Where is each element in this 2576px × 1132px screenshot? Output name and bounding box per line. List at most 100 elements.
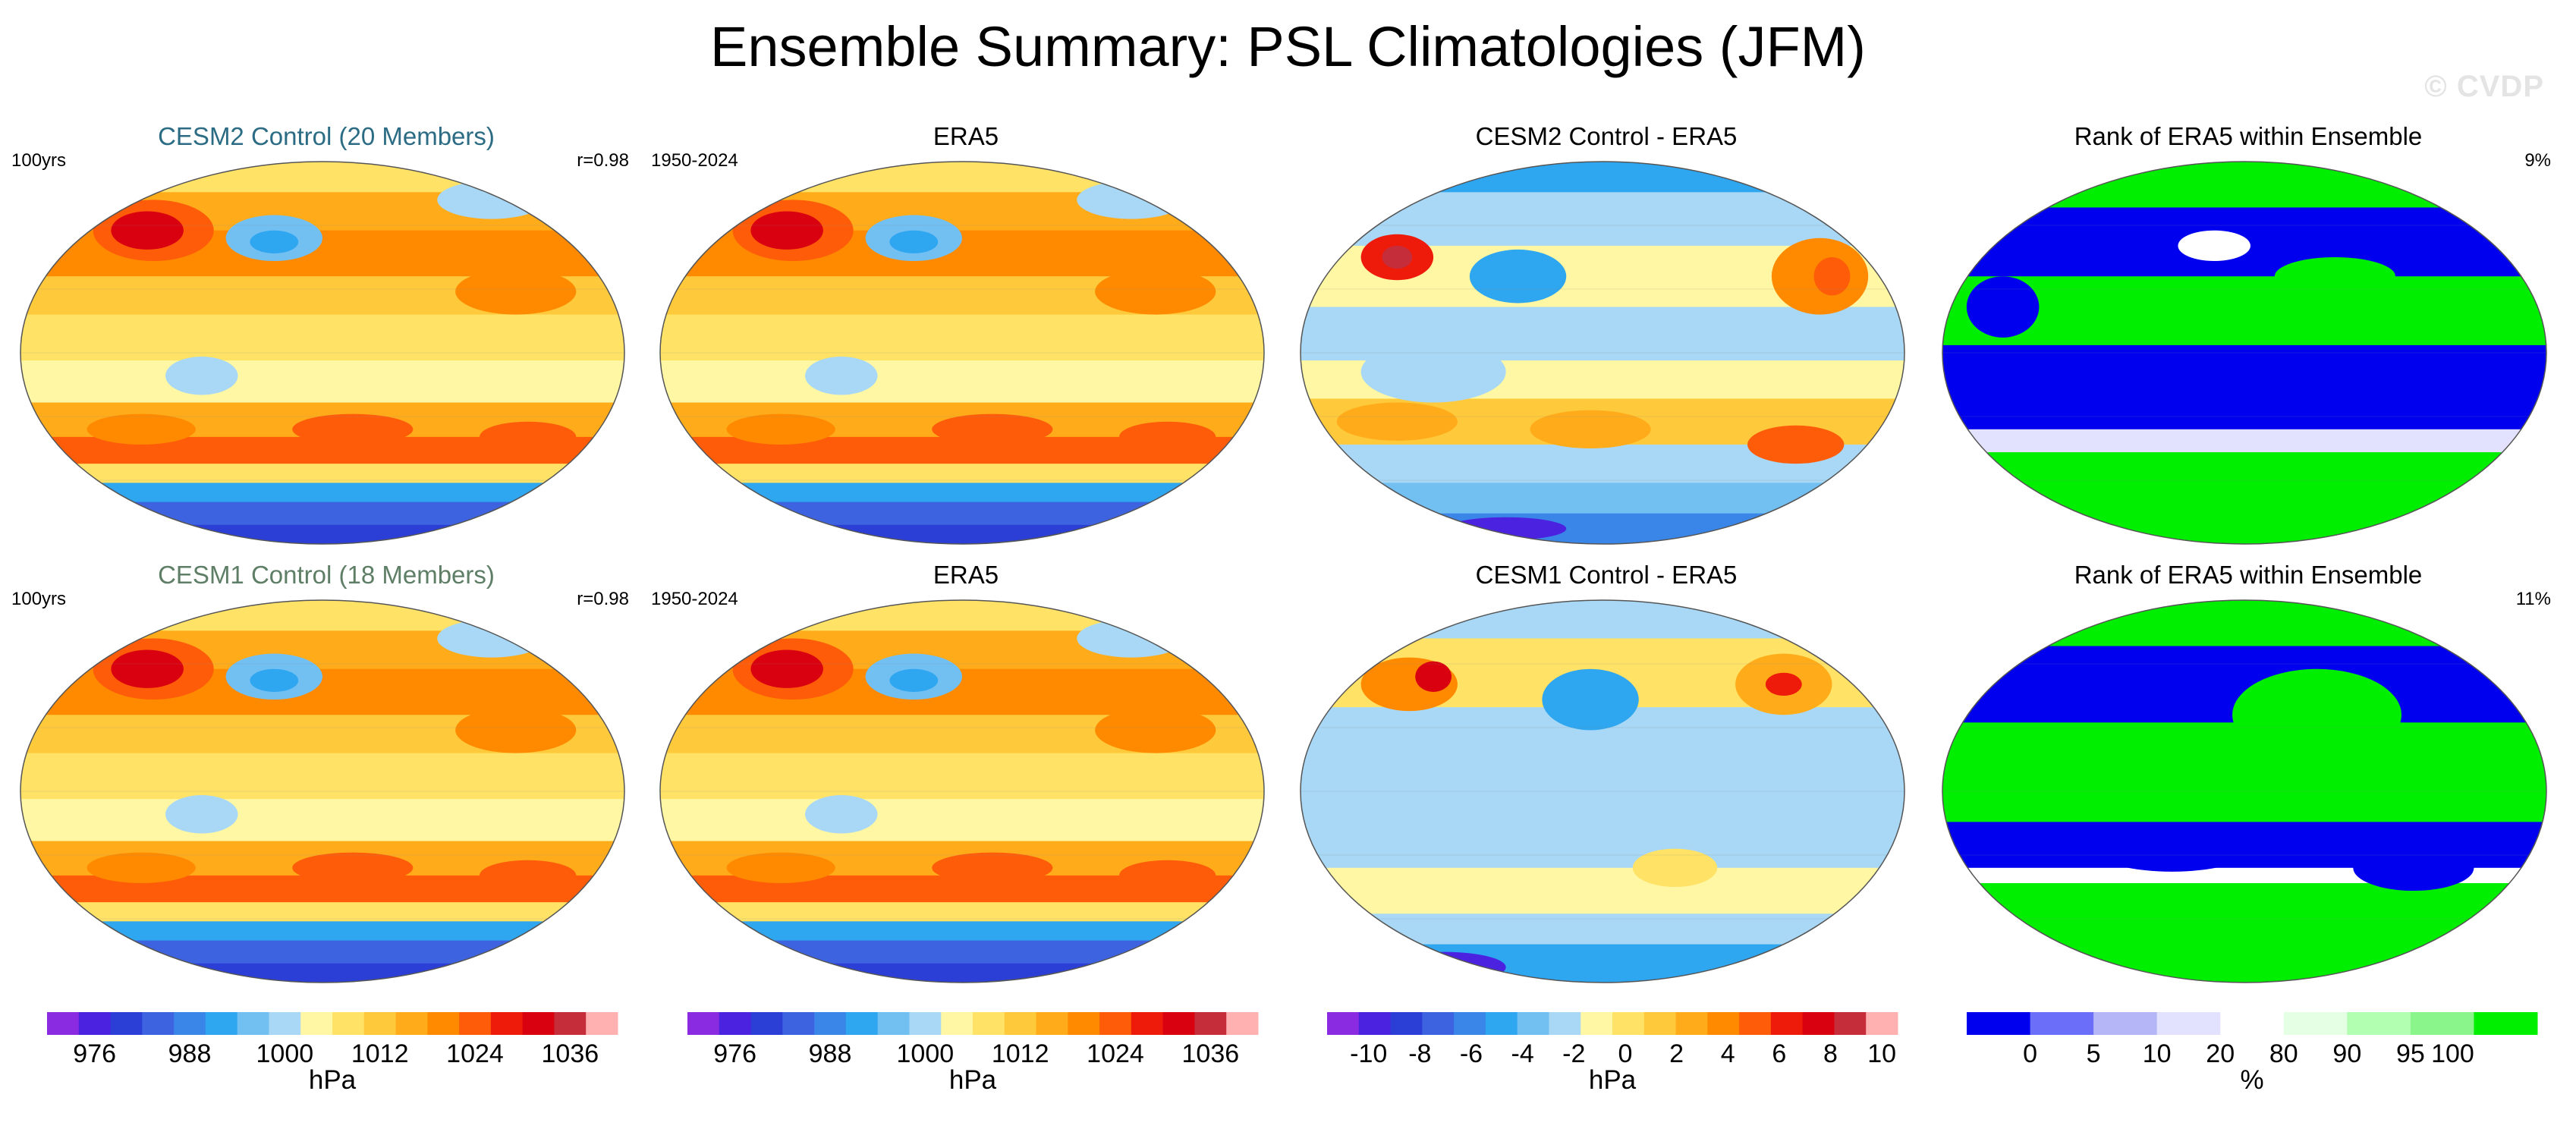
- map-outline: [1942, 599, 2547, 983]
- colorbar-swatch: [1802, 1012, 1835, 1035]
- colorbar-swatch: [269, 1012, 301, 1035]
- cvdp-watermark: © CVDP: [2424, 70, 2544, 103]
- pressure-feature: [1385, 951, 1506, 983]
- colorbar-scale: 976 988 1000 1012 1024 1036: [687, 1012, 1259, 1064]
- colorbar-swatch: [237, 1012, 269, 1035]
- panel-title: Rank of ERA5 within Ensemble: [2074, 561, 2423, 589]
- latitude-band: [1301, 513, 1904, 544]
- pressure-feature: [1966, 276, 2040, 338]
- pattern-correlation-label: r=0.98: [577, 150, 629, 171]
- rank-percent-label: 9%: [2524, 150, 2551, 171]
- pressure-feature: [2341, 222, 2511, 269]
- colorbar-swatch: [1770, 1012, 1804, 1035]
- pressure-feature: [455, 707, 577, 753]
- colorbar-psl-era5: 976 988 1000 1012 1024 1036 hPa: [684, 1011, 1261, 1132]
- pressure-feature: [165, 357, 238, 395]
- colorbar-scale: 0 5 10 20 80 90 95 100: [1967, 1012, 2538, 1064]
- map-outline: [20, 161, 625, 545]
- latitude-band: [660, 502, 1264, 526]
- latitude-band: [20, 902, 624, 923]
- pressure-feature: [889, 230, 939, 253]
- latitude-band: [1942, 344, 2546, 369]
- colorbar-swatch: [174, 1012, 206, 1035]
- rank-map: [1942, 599, 2547, 983]
- pressure-feature: [250, 668, 299, 692]
- colorbar-tick-label: 1036: [542, 1039, 599, 1064]
- map-outline: [1300, 599, 1905, 983]
- colorbar-swatch: [554, 1012, 587, 1035]
- colorbar-swatch: [909, 1012, 942, 1035]
- map-outline: [1300, 161, 1905, 545]
- pressure-feature: [86, 413, 196, 445]
- latitude-band: [20, 600, 624, 632]
- colorbar-swatch: [1834, 1012, 1867, 1035]
- colorbar-tick-label: 6: [1772, 1039, 1786, 1064]
- colorbar-tick-label: 988: [809, 1039, 852, 1064]
- pressure-feature: [479, 421, 577, 453]
- latitude-band: [1942, 276, 2546, 346]
- panel-cesm2-minus-era5: CESM2 Control - ERA5: [1291, 121, 1921, 546]
- colorbar-tick-label: 976: [713, 1039, 756, 1064]
- colorbar-scale: 976 988 1000 1012 1024 1036: [47, 1012, 618, 1064]
- colorbar-swatch: [1194, 1012, 1227, 1035]
- colorbar-swatch: [142, 1012, 175, 1035]
- pressure-feature: [455, 269, 577, 315]
- colorbar-swatch: [363, 1012, 397, 1035]
- psl-map: [659, 599, 1265, 983]
- pressure-feature: [2353, 844, 2474, 891]
- pressure-feature: [1765, 672, 1802, 696]
- figure-title: Ensemble Summary: PSL Climatologies (JFM…: [710, 15, 1866, 78]
- pressure-feature: [250, 230, 299, 253]
- colorbar-units: hPa: [308, 1065, 357, 1095]
- latitude-band: [660, 162, 1264, 193]
- rank-map: [1942, 161, 2547, 545]
- latitude-band: [20, 799, 624, 842]
- latitude-band: [1942, 452, 2546, 544]
- pressure-feature: [726, 413, 835, 445]
- panel-title: ERA5: [933, 561, 999, 589]
- latitude-band: [1301, 799, 1904, 869]
- pressure-feature: [1336, 402, 1458, 441]
- colorbar-swatch: [2220, 1012, 2285, 1035]
- pressure-feature: [1632, 848, 1718, 887]
- panel-cesm2-control: CESM2 Control (20 Members) 100yrs r=0.98: [11, 121, 641, 546]
- colorbar-swatch: [1454, 1012, 1486, 1035]
- colorbar-swatch: [782, 1012, 815, 1035]
- colorbar-swatch: [459, 1012, 492, 1035]
- colorbar-swatch: [1068, 1012, 1100, 1035]
- pressure-feature: [1445, 517, 1567, 540]
- colorbar-swatch: [522, 1012, 555, 1035]
- colorbar-rank: 0 5 10 20 80 90 95 100 %: [1964, 1011, 2540, 1132]
- colorbar-tick-label: 95: [2396, 1039, 2425, 1064]
- panel-title: CESM1 Control (18 Members): [158, 561, 495, 589]
- panel-era5: ERA5 1950-2024: [651, 121, 1281, 546]
- pressure-feature: [2178, 230, 2250, 262]
- colorbar-swatch: [1422, 1012, 1455, 1035]
- colorbar-swatch: [205, 1012, 238, 1035]
- latitude-band: [660, 464, 1264, 484]
- colorbar-tick-label: 988: [168, 1039, 212, 1064]
- colorbar-swatch: [687, 1012, 720, 1035]
- pressure-feature: [1542, 668, 1639, 731]
- colorbar-swatch: [586, 1012, 618, 1035]
- colorbar-tick-label: 80: [2269, 1039, 2298, 1064]
- pressure-feature: [111, 211, 184, 250]
- pattern-correlation-label: r=0.98: [577, 589, 629, 609]
- pressure-feature: [2063, 661, 2184, 708]
- latitude-band: [1301, 913, 1904, 945]
- colorbar-scale: -10 -8 -6 -4 -2 0 2 4 6 8 10: [1327, 1012, 1898, 1064]
- latitude-band: [1942, 600, 2546, 647]
- colorbar-swatch: [1581, 1012, 1613, 1035]
- colorbar-swatch: [427, 1012, 460, 1035]
- latitude-band: [1942, 882, 2546, 983]
- colorbar-tick-label: 1012: [351, 1039, 409, 1064]
- pressure-feature: [750, 211, 823, 250]
- colorbar-tick-label: 8: [1823, 1039, 1838, 1064]
- map-outline: [659, 599, 1265, 983]
- pressure-feature: [805, 357, 878, 395]
- latitude-band: [1301, 944, 1904, 983]
- period-label: 100yrs: [11, 150, 67, 171]
- latitude-band: [660, 799, 1264, 842]
- pressure-feature: [86, 852, 196, 883]
- colorbar-swatch: [1004, 1012, 1037, 1035]
